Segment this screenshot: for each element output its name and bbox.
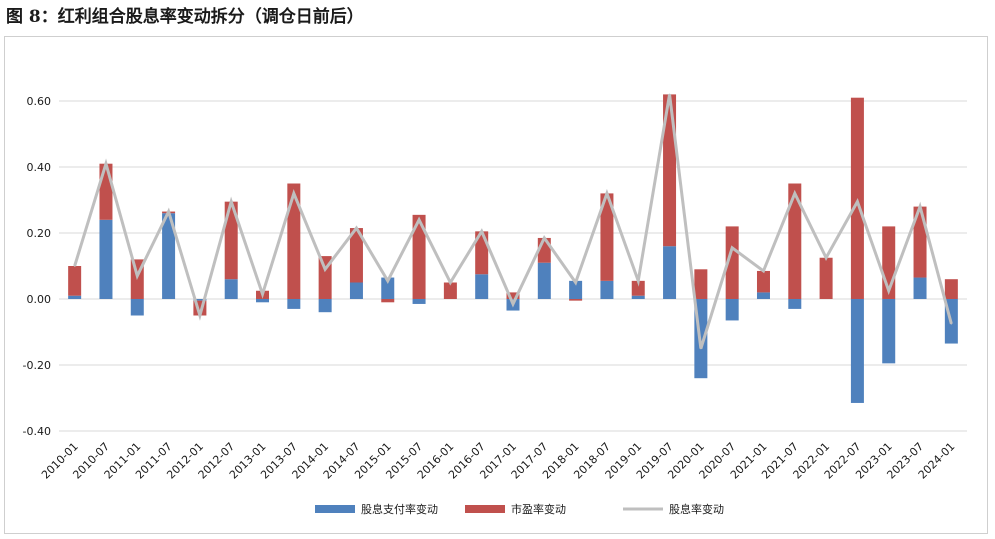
line-point bbox=[512, 303, 514, 305]
bar-payout-change bbox=[663, 246, 677, 299]
bar-payout-change bbox=[569, 280, 583, 299]
legend-label: 市盈率变动 bbox=[511, 502, 566, 516]
bar-payout-change bbox=[600, 280, 614, 299]
bar-payout-change bbox=[287, 299, 301, 309]
line-point bbox=[324, 268, 326, 271]
bar-payout-change bbox=[318, 299, 332, 313]
line-point bbox=[418, 219, 420, 221]
line-point bbox=[887, 289, 890, 292]
bar-pe-change bbox=[287, 183, 301, 299]
legend-label: 股息率变动 bbox=[669, 502, 724, 516]
bar-pe-change bbox=[506, 292, 520, 299]
line-point bbox=[386, 280, 389, 282]
bar-payout-change bbox=[788, 299, 802, 309]
line-point bbox=[574, 281, 577, 284]
bar-pe-change bbox=[694, 269, 708, 299]
chart-frame: -0.40 -0.20 0.00 0.20 0.40 0.60 2010-01 2010-07… bbox=[4, 36, 988, 534]
y-tick-label: 0.60 bbox=[27, 95, 52, 108]
line-point bbox=[856, 200, 859, 203]
legend-label: 股息支付率变动 bbox=[361, 502, 438, 516]
stacked-bar-line-chart: -0.40-0.200.000.200.400.602010-012010-07… bbox=[23, 93, 967, 516]
bar-payout-change bbox=[381, 277, 395, 299]
line-point bbox=[919, 205, 921, 208]
bar-pe-change bbox=[600, 193, 614, 281]
bar-payout-change bbox=[882, 299, 896, 364]
bar-payout-change bbox=[224, 279, 238, 299]
line-point bbox=[105, 162, 107, 165]
bar-payout-change bbox=[193, 299, 207, 301]
bar-pe-change bbox=[381, 299, 395, 303]
line-point bbox=[731, 247, 733, 249]
bar-pe-change bbox=[944, 279, 958, 299]
y-tick-label: 0.00 bbox=[27, 293, 52, 306]
y-tick-label: 0.20 bbox=[27, 227, 52, 240]
bar-pe-change bbox=[412, 214, 426, 299]
bar-pe-change bbox=[756, 270, 770, 293]
bar-pe-change bbox=[850, 97, 864, 299]
line-point bbox=[230, 200, 233, 203]
bar-payout-change bbox=[725, 299, 739, 321]
bar-payout-change bbox=[756, 292, 770, 299]
bar-payout-change bbox=[631, 295, 645, 299]
bar-payout-change bbox=[99, 219, 113, 299]
line-point bbox=[261, 293, 264, 295]
bar-pe-change bbox=[349, 228, 363, 283]
bar-pe-change bbox=[569, 299, 583, 301]
y-tick-label: -0.40 bbox=[23, 425, 51, 438]
bar-payout-change bbox=[130, 299, 144, 316]
line-point bbox=[668, 93, 671, 96]
bar-payout-change bbox=[162, 213, 176, 299]
line-point bbox=[637, 280, 640, 282]
bar-pe-change bbox=[224, 201, 238, 280]
bar-payout-change bbox=[412, 299, 426, 304]
line-point bbox=[793, 192, 796, 195]
legend-swatch bbox=[465, 505, 505, 513]
bar-pe-change bbox=[99, 163, 113, 220]
line-point bbox=[167, 210, 170, 213]
bar-payout-change bbox=[256, 299, 270, 303]
bar-pe-change bbox=[631, 280, 645, 296]
line-point bbox=[480, 230, 483, 233]
bar-pe-change bbox=[443, 282, 457, 299]
legend-swatch bbox=[315, 505, 355, 513]
line-point bbox=[136, 275, 139, 277]
bar-pe-change bbox=[68, 266, 82, 296]
bar-pe-change bbox=[788, 183, 802, 299]
line-point bbox=[73, 265, 76, 267]
bar-payout-change bbox=[68, 295, 82, 299]
bar-payout-change bbox=[913, 277, 927, 299]
y-tick-label: 0.40 bbox=[27, 161, 52, 174]
bar-payout-change bbox=[850, 299, 864, 403]
line-point bbox=[950, 322, 953, 325]
bar-payout-change bbox=[475, 274, 489, 299]
y-tick-label: -0.20 bbox=[23, 359, 51, 372]
bar-pe-change bbox=[819, 257, 833, 299]
line-point bbox=[199, 314, 201, 317]
line-point bbox=[293, 192, 295, 195]
line-point bbox=[543, 237, 546, 239]
line-point bbox=[825, 256, 827, 259]
bar-payout-change bbox=[537, 262, 551, 299]
line-point bbox=[355, 227, 358, 229]
line-point bbox=[606, 192, 608, 195]
line-point bbox=[700, 347, 702, 350]
line-point bbox=[762, 270, 765, 272]
line-point bbox=[449, 281, 452, 284]
bar-payout-change bbox=[349, 282, 363, 299]
chart-title: 图 8：红利组合股息率变动拆分（调仓日前后） bbox=[6, 7, 364, 27]
bar-pe-change bbox=[725, 226, 739, 299]
